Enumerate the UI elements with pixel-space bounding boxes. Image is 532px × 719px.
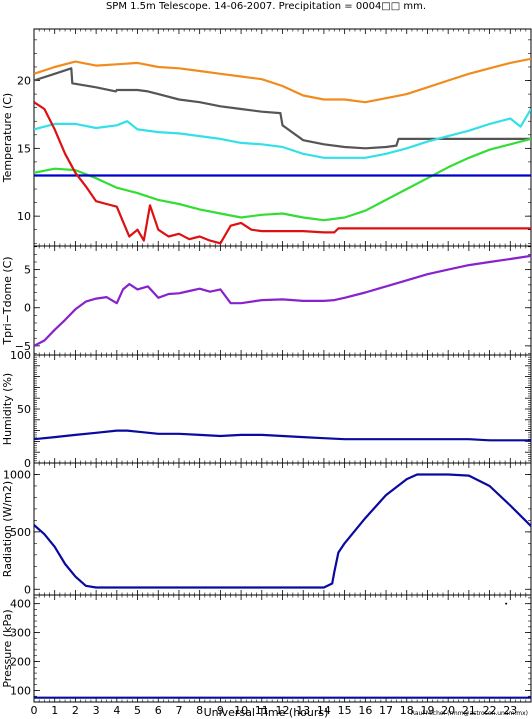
y-axis-label: Temperature (C) <box>1 93 14 183</box>
x-tick-label: 15 <box>338 704 352 717</box>
x-tick-label: 20 <box>441 704 455 717</box>
panel-1: −5 0 5 Tpri−Tdome (C) <box>1 245 532 356</box>
series-line-cyan <box>34 108 531 159</box>
panel-frame <box>33 594 532 703</box>
series-line-purple <box>34 254 531 347</box>
series-group <box>34 429 531 442</box>
pressure-outlier-point <box>505 602 508 605</box>
y-tick-label: 100 <box>10 349 31 362</box>
x-tick-label: 12 <box>276 704 290 717</box>
x-tick-label: 18 <box>400 704 414 717</box>
series-line-navy <box>34 429 531 442</box>
y-tick-label: 5 <box>24 264 31 277</box>
panel-frame <box>33 354 532 464</box>
series-group <box>34 254 531 347</box>
series-line-gray <box>34 67 531 150</box>
x-tick-label: 14 <box>317 704 331 717</box>
series-line-orange <box>34 57 531 104</box>
series-line-navy <box>34 473 531 589</box>
x-tick-label: 3 <box>93 704 100 717</box>
y-tick-label: 100 <box>10 684 31 697</box>
y-tick-label: 200 <box>10 656 31 669</box>
x-tick-label: 1 <box>51 704 58 717</box>
x-tick-label: 10 <box>234 704 248 717</box>
y-tick-label: 0 <box>24 302 31 315</box>
series-group <box>34 57 531 245</box>
x-tick-label: 7 <box>175 704 182 717</box>
y-tick-label: −5 <box>15 340 31 353</box>
y-tick-label: 15 <box>17 142 31 155</box>
series-group <box>34 473 531 589</box>
x-tick-label: 19 <box>420 704 434 717</box>
x-tick-label: 2 <box>72 704 79 717</box>
y-tick-label: 0 <box>24 457 31 470</box>
y-tick-label: 500 <box>10 526 31 539</box>
x-tick-label: 13 <box>296 704 310 717</box>
y-axis-label: Pressure (kPa) <box>1 609 14 687</box>
y-axis-label: Radiation (W/m2) <box>1 481 14 577</box>
x-tick-label: 5 <box>134 704 141 717</box>
y-tick-label: 50 <box>17 403 31 416</box>
y-tick-label: 1000 <box>3 468 31 481</box>
y-tick-label: 20 <box>17 75 31 88</box>
panel-frame <box>33 462 532 596</box>
x-tick-label: 8 <box>196 704 203 717</box>
x-tick-label: 21 <box>462 704 476 717</box>
x-tick-label: 9 <box>217 704 224 717</box>
y-tick-label: 0 <box>24 583 31 596</box>
x-axis-label: Universal Time (hours) <box>204 706 329 719</box>
panel-2: 0 50 100 Humidity (%) <box>1 349 532 470</box>
y-tick-label: 300 <box>10 627 31 640</box>
credit-text: Raul Michel (rmm@astrosen.unam.mx) <box>411 710 528 717</box>
y-tick-label: 400 <box>10 598 31 611</box>
x-tick-label: 16 <box>358 704 372 717</box>
x-tick-label: 0 <box>31 704 38 717</box>
x-tick-label: 11 <box>255 704 269 717</box>
x-tick-label: 6 <box>155 704 162 717</box>
series-line-red <box>34 101 531 245</box>
y-tick-label: 10 <box>17 210 31 223</box>
series-line-green <box>34 137 531 222</box>
chart-title: SPM 1.5m Telescope. 14-06-2007. Precipit… <box>106 1 426 12</box>
y-axis-label: Tpri−Tdome (C) <box>1 256 14 345</box>
x-tick-label: 22 <box>483 704 497 717</box>
y-axis-label: Humidity (%) <box>1 373 14 445</box>
x-tick-label: 17 <box>379 704 393 717</box>
x-tick-label: 23 <box>503 704 517 717</box>
x-tick-label: 4 <box>113 704 120 717</box>
